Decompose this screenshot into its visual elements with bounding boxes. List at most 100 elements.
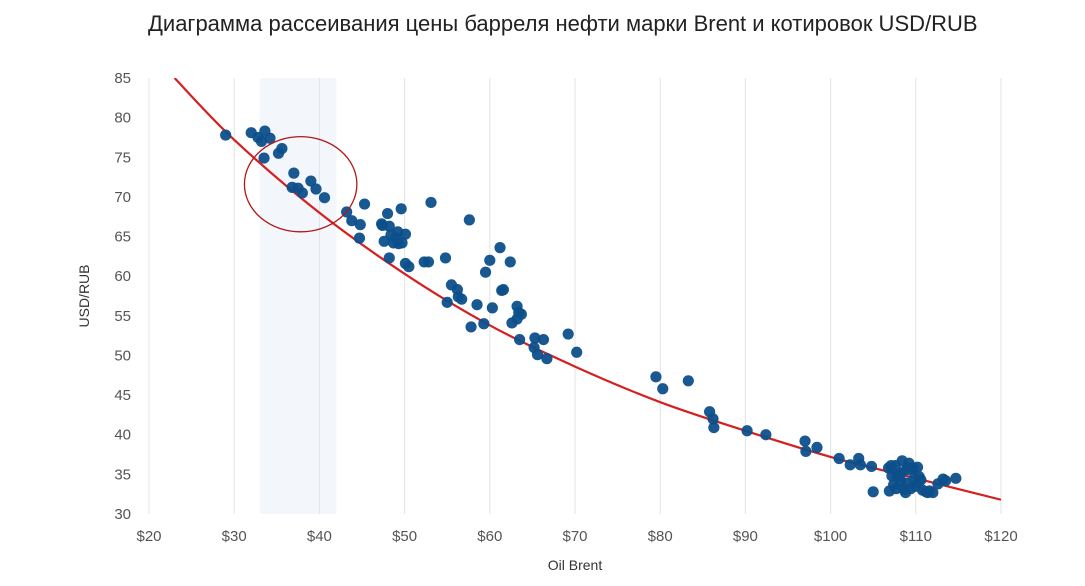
scatter-point [927, 486, 939, 499]
scatter-point [682, 375, 694, 387]
scatter-point [220, 129, 232, 141]
scatter-point [865, 460, 878, 473]
scatter-point [288, 167, 300, 179]
scatter-point [353, 232, 366, 244]
scatter-point [479, 266, 492, 278]
scatter-point [425, 196, 437, 209]
scatter-point [452, 291, 464, 303]
scatter-point [358, 198, 371, 210]
scatter-point [318, 192, 331, 204]
scatter-point [657, 383, 669, 395]
scatter-point [541, 353, 553, 365]
scatter-point [811, 441, 823, 454]
scatter-point [531, 349, 544, 361]
x-tick-label: $50 [392, 528, 417, 545]
scatter-point [760, 429, 772, 441]
scatter-point [891, 471, 903, 483]
scatter-point [255, 135, 268, 148]
scatter-point [800, 445, 812, 457]
chart-title: Диаграмма рассеивания цены барреля нефти… [148, 11, 978, 36]
ellipse-annotation-layer [243, 136, 358, 233]
scatter-point [529, 332, 541, 344]
x-tick-label: $70 [562, 528, 587, 545]
scatter-point [310, 183, 322, 195]
x-tick-label: $80 [648, 528, 673, 545]
points-layer [220, 125, 962, 499]
scatter-point [463, 214, 475, 226]
y-tick-label: 85 [114, 70, 131, 87]
y-tick-label: 40 [114, 427, 131, 444]
scatter-point [422, 256, 435, 268]
y-tick-label: 45 [114, 387, 131, 404]
scatter-point [562, 328, 574, 340]
scatter-point [395, 203, 407, 215]
x-tick-label: $110 [900, 528, 932, 545]
scatter-point [854, 459, 867, 471]
highlight-band [259, 78, 337, 514]
scatter-point [504, 256, 516, 268]
scatter-point [383, 252, 395, 264]
y-tick-label: 65 [114, 229, 131, 246]
scatter-point [900, 477, 913, 489]
x-tick-label: $40 [307, 528, 332, 545]
scatter-point [799, 435, 811, 447]
scatter-point [396, 237, 408, 249]
y-tick-label: 35 [114, 466, 131, 483]
scatter-point [381, 207, 394, 220]
scatter-point [537, 334, 550, 346]
scatter-point [296, 187, 308, 199]
scatter-point [258, 152, 270, 164]
scatter-point [707, 413, 719, 425]
scatter-point [514, 334, 526, 346]
y-tick-label: 30 [114, 506, 131, 523]
scatter-point [441, 296, 453, 308]
scatter-point [708, 421, 720, 434]
x-tick-label: $30 [222, 528, 247, 545]
highlight-band-layer [259, 78, 337, 514]
y-tick-label: 75 [114, 149, 131, 166]
scatter-point [907, 463, 919, 475]
scatter-point [497, 284, 510, 296]
scatter-point [286, 181, 298, 193]
scatter-point [403, 261, 415, 273]
scatter-point [439, 252, 452, 264]
scatter-point [264, 132, 276, 144]
y-tick-label: 70 [114, 189, 131, 206]
x-tick-label: $120 [984, 528, 1017, 545]
scatter-point [484, 254, 496, 266]
x-tick-label: $100 [814, 528, 847, 545]
scatter-point [305, 175, 317, 187]
scatter-point [376, 219, 389, 232]
y-tick-label: 60 [114, 268, 131, 285]
scatter-point [912, 476, 924, 488]
grid-layer [148, 78, 1002, 514]
y-tick-label: 55 [114, 308, 131, 325]
scatter-point [571, 346, 583, 358]
scatter-point [650, 371, 662, 383]
scatter-point [486, 302, 498, 314]
scatter-point [399, 228, 412, 240]
highlight-ellipse [243, 136, 358, 233]
scatter-point [511, 313, 523, 325]
scatter-point [478, 318, 490, 330]
scatter-point [494, 242, 506, 254]
x-tick-label: $60 [477, 528, 502, 545]
scatter-point [465, 321, 477, 333]
x-axis-title: Oil Brent [548, 557, 603, 573]
y-tick-label: 80 [114, 110, 131, 127]
x-tick-label: $90 [733, 528, 758, 545]
scatter-point [354, 219, 366, 231]
scatter-point [471, 299, 483, 311]
scatter-point [950, 472, 962, 484]
scatter-point [276, 142, 288, 155]
scatter-point [940, 475, 952, 487]
y-axis-title: USD/RUB [76, 264, 92, 327]
scatter-point [867, 486, 879, 498]
scatter-point [883, 485, 895, 497]
scatter-point [741, 425, 753, 437]
x-tick-label: $20 [136, 528, 161, 545]
scatter-point [346, 215, 358, 227]
axis-layer: $20 $30 $40 $50 $60 $70 $80 $90 $100 $110 $120 30 35… [114, 70, 1017, 545]
scatter-point [833, 452, 845, 465]
